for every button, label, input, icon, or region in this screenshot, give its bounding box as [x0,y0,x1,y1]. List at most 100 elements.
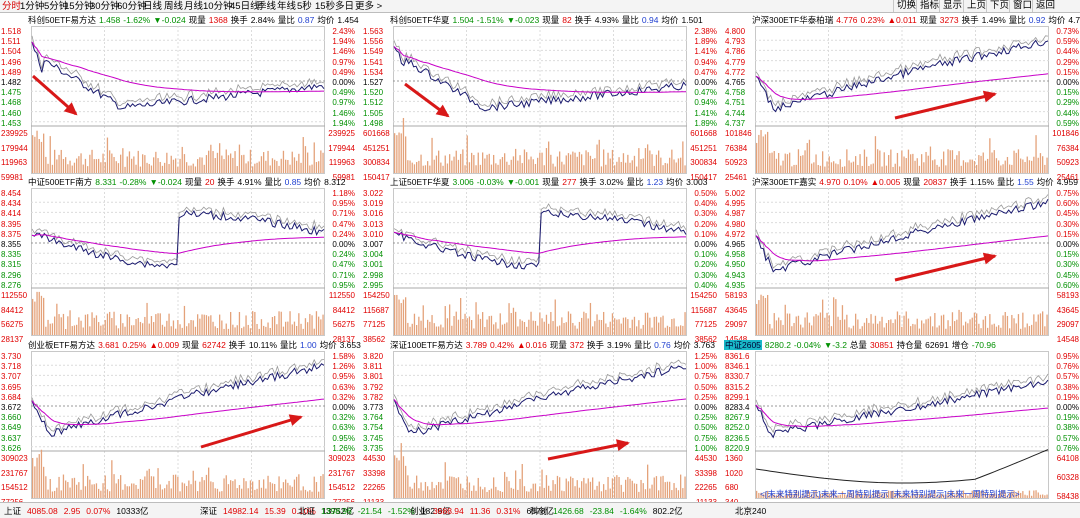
period-tab[interactable]: 1分钟 [20,1,45,12]
volume-bar [813,316,815,335]
volume-bar [782,324,784,335]
volume-bar [282,150,285,173]
period-tab[interactable]: 季线 [257,1,277,12]
intraday-chart[interactable] [755,26,1049,174]
left-tick: 3.004 [363,250,384,260]
chart-panel[interactable]: 沪深300ETF嘉实 4.970 0.10% ▲0.005 现量 20837 换手 1.15%… [724,177,1080,344]
volume-bar [115,325,117,335]
chart-panel[interactable]: 沪深300ETF华泰柏瑞 4.776 0.23% ▲0.011 现量 3273 换手 1.49… [724,15,1080,182]
period-tab[interactable]: 10分钟 [203,1,233,12]
period-tab[interactable]: 15秒 [315,1,336,12]
period-tab[interactable]: 5分钟 [44,1,69,12]
index-quote[interactable]: 北证 1398.96 -21.54 -1.52% 182.9亿 [298,506,457,516]
volume-bar [194,480,197,498]
period-tab[interactable]: 年线 [277,1,297,12]
volume-bar [907,493,910,498]
volume-bar [943,151,945,173]
toolbar-button[interactable]: 窗口 [1009,0,1035,12]
volume-bar [885,323,888,335]
volume-bar [230,311,232,335]
volume-bar [567,481,570,498]
intraday-chart[interactable] [31,351,325,499]
period-tab[interactable]: 30分钟 [90,1,120,12]
index-quote[interactable]: 上证 4085.08 2.95 0.07% 10333亿 [4,506,155,516]
chart-panel[interactable]: 上证50ETF华夏 3.006 -0.03% ▼-0.001 现量 277 换手 3.02% 量… [362,177,718,344]
volume-bar [822,299,824,335]
period-tab[interactable]: 多日 [335,1,355,12]
volume-bar [868,494,870,498]
toolbar-button[interactable]: 指标 [916,0,942,12]
volume-bar [223,328,225,335]
index-quote[interactable]: 科创 1426.68 -23.84 -1.64% 802.2亿 [530,506,689,516]
period-tab[interactable]: 更多 > [355,1,383,12]
volume-bar [462,149,464,173]
volume-bar [585,483,587,498]
volume-bar [293,479,296,498]
chart-panel[interactable]: 中证2605 8280.2 -0.04% ▼-3.2 总量 30851 持仓量 62691 增仓… [724,340,1080,507]
index-quote[interactable]: 北京240 [735,506,772,516]
volume-bar [429,489,431,498]
volume-bar [104,162,106,173]
volume-bar [1011,314,1013,335]
volume-bar [166,484,168,498]
left-tick: 4.965 [725,240,746,249]
volume-bar [925,319,927,335]
period-tab[interactable]: 45日线 [230,1,260,12]
volume-bar [927,155,929,173]
chart-panel[interactable]: 科创50ETF易方达 1.458 -1.62% ▼-0.024 现量 1368 换手 2.84… [0,15,359,182]
volume-bar [241,488,243,498]
toolbar-button[interactable]: 显示 [939,0,965,12]
toolbar-button[interactable]: 下页 [986,0,1012,12]
volume-bar [411,488,413,498]
volume-bar [629,478,631,498]
intraday-chart[interactable] [393,351,687,499]
period-tab[interactable]: 日线 [143,1,163,12]
toolbar-button[interactable]: 上页 [963,0,989,12]
period-tab[interactable]: 15分钟 [64,1,94,12]
volume-bar [170,326,172,335]
price-axis-left: 8361.6 8346.1 8330.7 8315.2 8299.1 8283.4 8267… [724,340,754,507]
volume-bar [501,157,504,173]
volume-bar [839,159,841,173]
volume-bar [965,162,967,173]
intraday-chart[interactable] [31,188,325,336]
intraday-chart[interactable] [393,26,687,174]
volume-bar [69,160,71,173]
volume-bar [409,160,411,173]
toolbar-button[interactable]: 返回 [1032,0,1058,12]
left-tick: 1.541 [363,57,384,67]
index-quote[interactable]: 创业 3688.94 11.36 0.31% 6378亿 [410,506,560,516]
panel-name: 科创50ETF华夏 [390,15,450,25]
period-tab[interactable]: 5秒 [297,1,312,12]
volume-bar [901,495,903,498]
volume-bar [653,165,655,173]
period-tab[interactable]: 60分钟 [117,1,147,12]
period-tab[interactable]: 周线 [164,1,184,12]
chart-panel[interactable]: 创业板ETF易方达 3.681 0.25% ▲0.009 现量 62742 换手 10.11%… [0,340,361,507]
period-tab[interactable]: 月线 [184,1,204,12]
intraday-chart[interactable] [755,188,1049,336]
index-quote[interactable]: 深证 14982.14 15.39 0.10% 13752亿 [200,506,360,516]
chart-panel[interactable]: 科创50ETF华夏 1.504 -1.51% ▼-0.023 现量 82 换手 4.93% 量比… [362,15,718,182]
panel-price: 3.006 [452,177,474,187]
volume-bar [89,154,91,173]
volume-bar [780,320,782,335]
volume-bar [497,164,499,173]
intraday-chart[interactable] [31,26,325,174]
volume-bar [995,494,998,498]
period-tab[interactable]: 分时 [2,1,22,12]
volume-bar [320,319,322,335]
volume-bar [870,494,872,498]
chart-panel[interactable]: 深证100ETF易方达 3.789 0.42% ▲0.016 现量 372 换手 3.19% 量… [362,340,718,507]
volume-bar [863,149,866,173]
right-tick: 0.45% [1056,270,1079,280]
hint-text[interactable]: <[未来特别提示]未来一周特别提示 [未来特别提示]未来一周特别提示> [760,489,1020,499]
volume-bar [413,313,416,335]
volume-bar [216,488,219,498]
intraday-chart[interactable] [393,188,687,336]
left-tick: 8.315 [1,260,22,270]
intraday-chart[interactable] [755,351,1049,499]
chart-panel[interactable]: 中证500ETF南方 8.331 -0.28% ▼-0.024 现量 20 换手 4.91% 量… [0,177,356,344]
toolbar-button[interactable]: 切换 [893,0,919,12]
volume-bar [784,153,786,173]
